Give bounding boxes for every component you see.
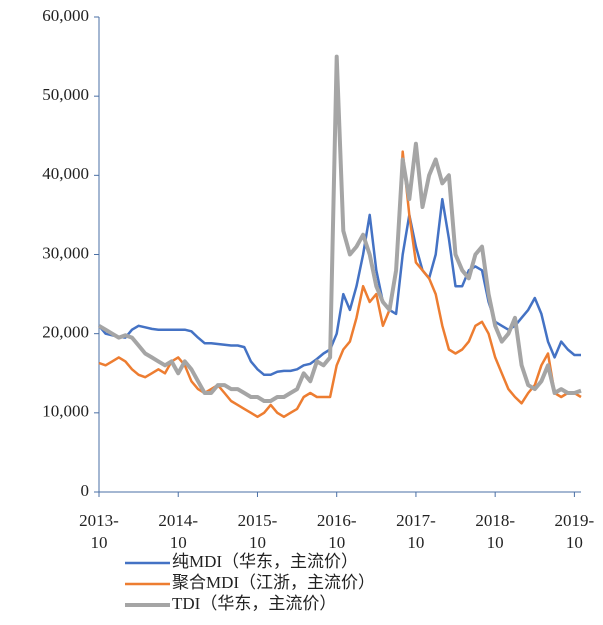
x-tick-label: 2015- 10 bbox=[238, 511, 278, 552]
x-tick-label: 2019- 10 bbox=[555, 511, 595, 552]
y-tick-label: 10,000 bbox=[42, 402, 89, 421]
x-tick-label-part: 2018- bbox=[475, 511, 515, 530]
x-tick-label: 2014- 10 bbox=[158, 511, 198, 552]
x-tick-label-part: 2015- bbox=[238, 511, 278, 530]
x-tick-label: 2013- 10 bbox=[79, 511, 119, 552]
x-tick-label-part: 2019- bbox=[555, 511, 595, 530]
x-tick-label-part: 10 bbox=[328, 533, 345, 552]
y-tick-label: 30,000 bbox=[42, 243, 89, 262]
y-tick-label: 50,000 bbox=[42, 85, 89, 104]
series-line bbox=[98, 150, 582, 419]
series-line bbox=[97, 54, 582, 403]
x-tick-label-part: 10 bbox=[91, 533, 108, 552]
x-tick-label-part: 2014- bbox=[158, 511, 198, 530]
x-tick-label-part: 10 bbox=[407, 533, 424, 552]
x-tick-label: 2017- 10 bbox=[396, 511, 436, 552]
series-line bbox=[98, 197, 581, 377]
x-tick-label-part: 10 bbox=[249, 533, 266, 552]
x-tick-label: 2016- 10 bbox=[317, 511, 357, 552]
x-tick-label: 2018- 10 bbox=[475, 511, 515, 552]
legend-label: 聚合MDI（江浙，主流价） bbox=[172, 573, 375, 592]
y-tick-label: 60,000 bbox=[42, 6, 89, 25]
y-tick-label: 0 bbox=[81, 481, 90, 500]
x-tick-label-part: 2013- bbox=[79, 511, 119, 530]
x-tick-label-part: 2016- bbox=[317, 511, 357, 530]
y-tick-label: 20,000 bbox=[42, 323, 89, 342]
x-tick-label-part: 10 bbox=[566, 533, 583, 552]
x-tick-label-part: 2017- bbox=[396, 511, 436, 530]
x-tick-label-part: 10 bbox=[487, 533, 504, 552]
x-tick-label-part: 10 bbox=[170, 533, 187, 552]
y-tick-label: 40,000 bbox=[42, 164, 89, 183]
legend-label: TDI（华东，主流价） bbox=[172, 594, 336, 613]
legend-label: 纯MDI（华东，主流价） bbox=[172, 552, 358, 571]
